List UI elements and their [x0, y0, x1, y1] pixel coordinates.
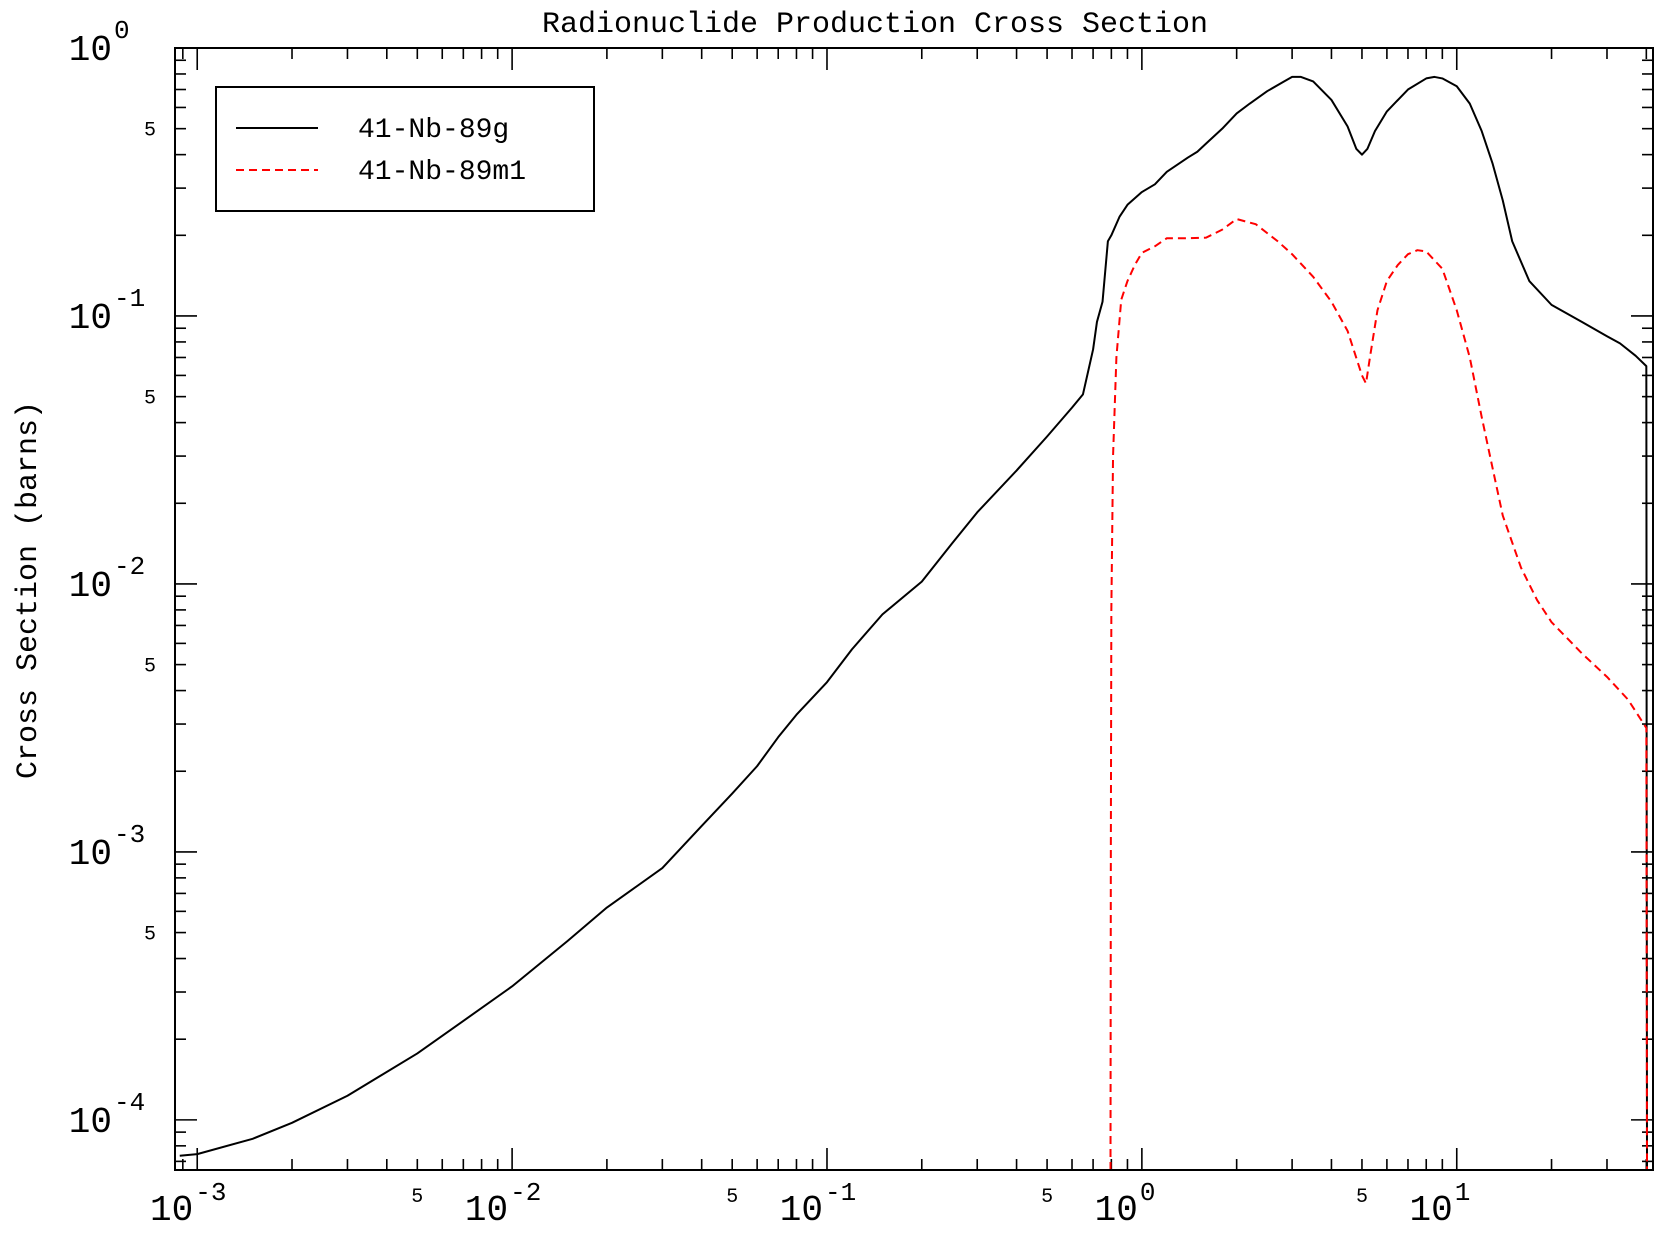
chart-title: Radionuclide Production Cross Section — [542, 8, 1208, 42]
x-minor-tick-label: 5 — [726, 1186, 738, 1209]
y-tick-label: 10 -1 — [69, 284, 145, 339]
y-tick-label: 10 -2 — [69, 552, 145, 607]
y-tick-label: 10 0 — [69, 16, 130, 71]
legend-label-nb89m1: 41-Nb-89m1 — [358, 157, 526, 188]
x-tick-label-exponent: -3 — [195, 1178, 226, 1208]
y-minor-tick-label: 5 — [144, 656, 156, 679]
x-tick-label-base: 10 — [1095, 1190, 1138, 1231]
plot-frame — [174, 47, 1654, 1171]
x-tick-label-exponent: 1 — [1455, 1178, 1471, 1208]
y-tick-label-base: 10 — [69, 834, 112, 875]
axis-ticks — [175, 47, 1653, 1170]
y-tick-label: 10 -4 — [69, 1088, 145, 1143]
legend: 41-Nb-89g 41-Nb-89m1 — [215, 86, 595, 212]
y-tick-label-base: 10 — [69, 1102, 112, 1143]
legend-box — [215, 86, 595, 212]
x-tick-label-base: 10 — [1410, 1190, 1453, 1231]
x-tick-label: 10 -2 — [465, 1178, 541, 1231]
y-tick-label-exponent: -4 — [114, 1088, 145, 1118]
y-minor-tick-label: 5 — [144, 120, 156, 143]
y-tick-label-base: 10 — [69, 566, 112, 607]
data-series — [179, 75, 1649, 1171]
series-line-41-nb-89g — [179, 75, 1649, 1171]
y-minor-tick-label: 5 — [144, 924, 156, 947]
y-tick-label-base: 10 — [69, 30, 112, 71]
x-tick-label: 10 -3 — [150, 1178, 226, 1231]
y-minor-tick-label: 5 — [144, 388, 156, 411]
x-tick-label-exponent: -2 — [510, 1178, 541, 1208]
y-tick-label-exponent: -2 — [114, 552, 145, 582]
series-line-41-nb-89m1 — [1109, 218, 1649, 1171]
x-tick-label-base: 10 — [780, 1190, 823, 1231]
y-tick-label-exponent: 0 — [114, 16, 130, 46]
x-minor-tick-label: 5 — [1356, 1186, 1368, 1209]
x-tick-label: 10 -1 — [780, 1178, 856, 1231]
x-tick-label-exponent: -1 — [825, 1178, 856, 1208]
x-tick-label-base: 10 — [465, 1190, 508, 1231]
y-tick-label-base: 10 — [69, 298, 112, 339]
x-tick-label-exponent: 0 — [1140, 1178, 1156, 1208]
x-minor-tick-label: 5 — [411, 1186, 423, 1209]
x-tick-label: 10 1 — [1410, 1178, 1471, 1231]
x-minor-tick-label: 5 — [1041, 1186, 1053, 1209]
legend-label-nb89g: 41-Nb-89g — [358, 115, 509, 146]
y-tick-label: 10 -3 — [69, 820, 145, 875]
y-axis-label: Cross Section (barns) — [12, 401, 46, 779]
y-tick-label-exponent: -3 — [114, 820, 145, 850]
y-tick-label-exponent: -1 — [114, 284, 145, 314]
x-tick-label-base: 10 — [150, 1190, 193, 1231]
x-tick-label: 10 0 — [1095, 1178, 1156, 1231]
